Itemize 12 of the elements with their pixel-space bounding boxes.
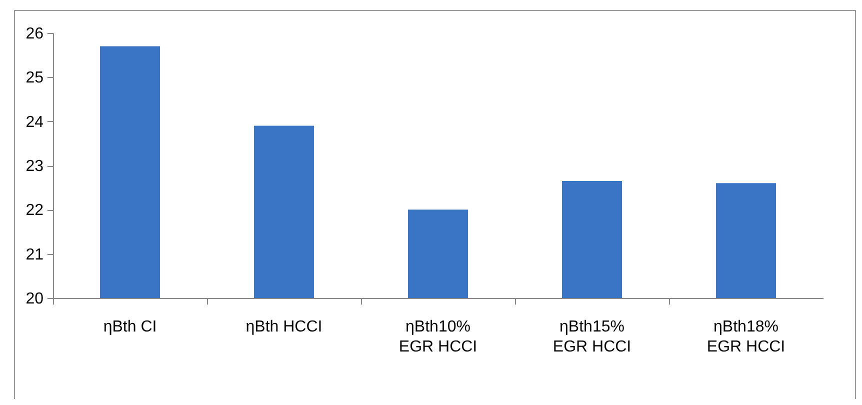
x-tick-label: ηBth HCCI [246,318,322,336]
y-tick-label: 26 [26,26,44,42]
x-tick-label: ηBth15% EGR HCCI [552,318,632,356]
x-tick-label: ηBth CI [103,318,157,336]
y-tick-label: 20 [26,290,44,308]
y-tick-label: 23 [26,158,44,175]
y-tick-label: 21 [26,246,44,264]
y-tick-label: 24 [26,114,44,131]
y-tick-label: 25 [26,70,44,87]
y-tick-label: 22 [26,202,44,220]
x-tick-label: ηBth10% EGR HCCI [398,318,478,356]
x-tick-label: ηBth18% EGR HCCI [706,318,786,356]
